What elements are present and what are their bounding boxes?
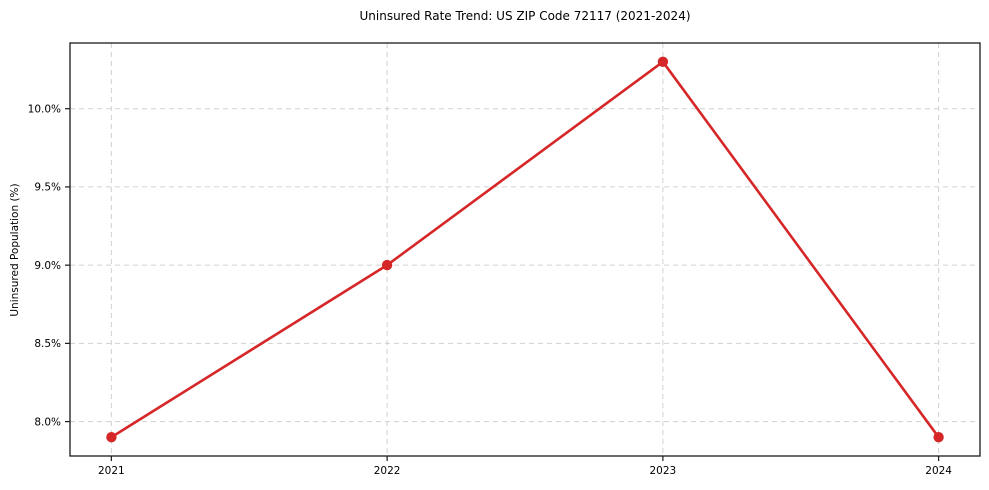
y-tick-label: 9.0% bbox=[34, 260, 61, 272]
chart-title: Uninsured Rate Trend: US ZIP Code 72117 … bbox=[359, 9, 691, 23]
y-axis-label: Uninsured Population (%) bbox=[9, 183, 21, 317]
data-point bbox=[106, 432, 117, 443]
y-tick-label: 8.5% bbox=[34, 338, 61, 350]
data-point bbox=[657, 56, 669, 67]
x-tick-label: 2021 bbox=[98, 465, 125, 477]
data-point bbox=[933, 432, 944, 443]
plot-border bbox=[69, 42, 981, 457]
data-point bbox=[381, 259, 393, 271]
y-tick-label: 10.0% bbox=[28, 104, 61, 116]
y-tick-label: 8.0% bbox=[34, 416, 61, 428]
x-tick-label: 2023 bbox=[650, 465, 677, 477]
trend-line bbox=[110, 60, 940, 439]
x-tick-label: 2024 bbox=[925, 465, 952, 477]
y-tick-label: 9.5% bbox=[34, 182, 61, 194]
x-tick-label: 2022 bbox=[374, 465, 401, 477]
